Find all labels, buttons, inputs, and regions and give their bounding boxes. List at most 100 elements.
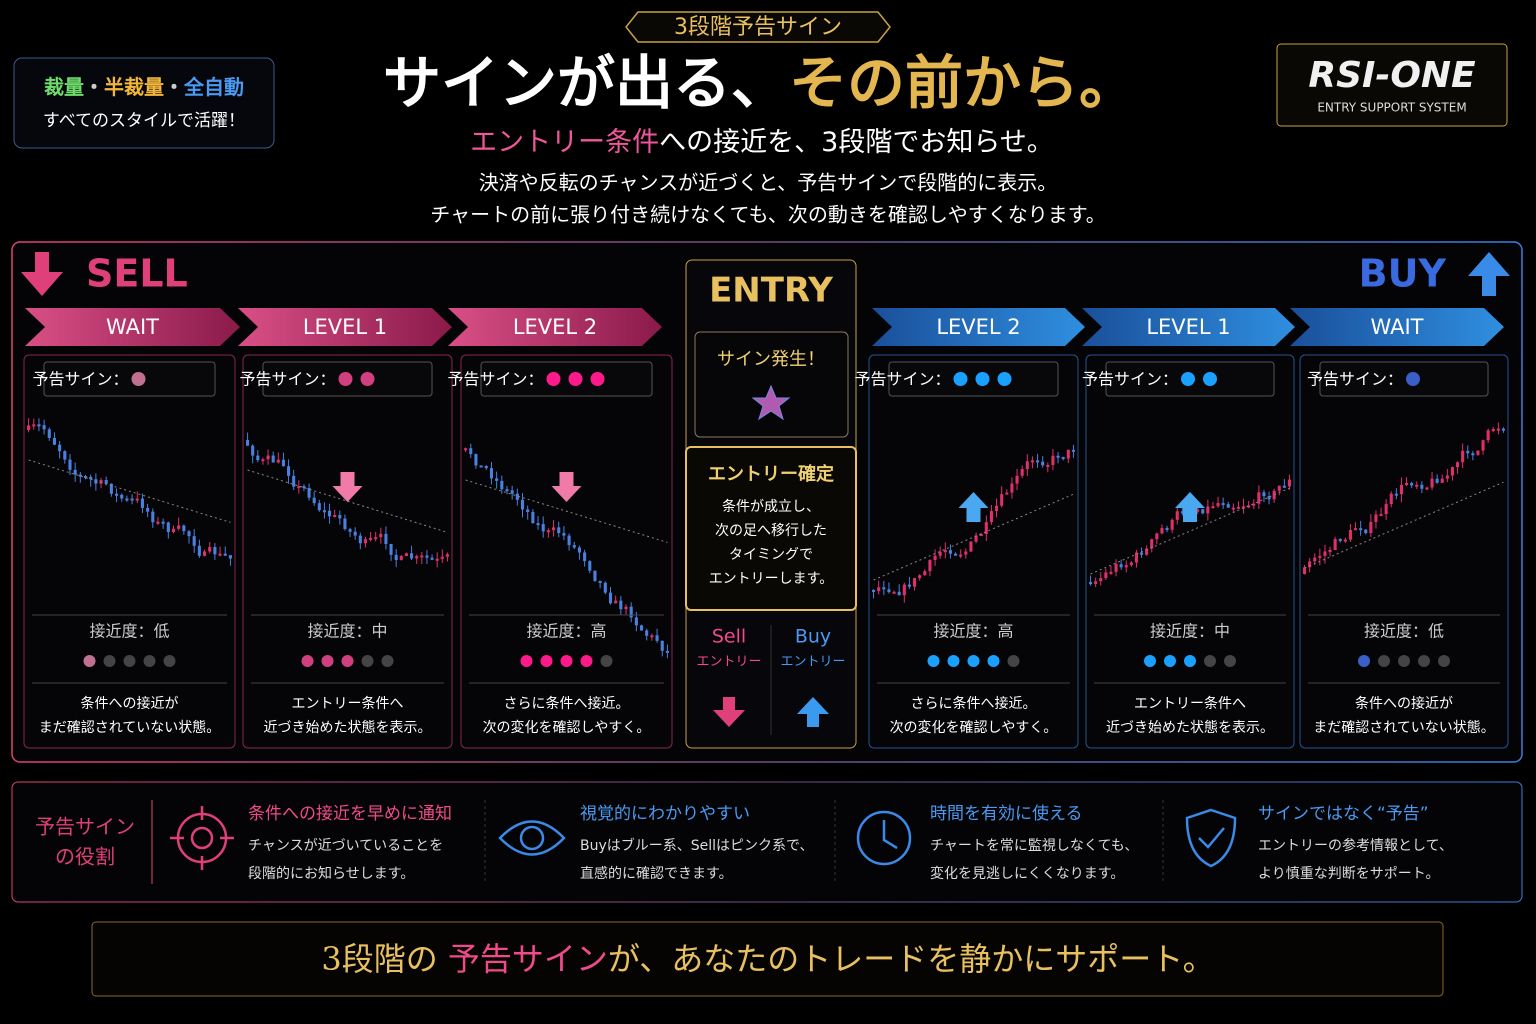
buy-arrow bbox=[1468, 252, 1510, 296]
candle-body bbox=[918, 575, 922, 579]
confirm-line: エントリーします。 bbox=[709, 571, 834, 587]
candle-body bbox=[938, 552, 942, 556]
candle-body bbox=[1226, 504, 1230, 508]
candle-body bbox=[394, 554, 398, 560]
candle-body bbox=[1155, 533, 1159, 540]
candle-body bbox=[37, 424, 41, 427]
candle-body bbox=[223, 553, 227, 556]
candle-body bbox=[877, 587, 881, 592]
candle-body bbox=[445, 554, 449, 557]
stage-panel bbox=[242, 354, 453, 749]
candle-body bbox=[474, 454, 478, 466]
sell-entry-arrow bbox=[713, 697, 745, 727]
roles-frame bbox=[11, 781, 1523, 903]
buy-entry-sub: エントリー bbox=[780, 655, 845, 670]
candle-body bbox=[902, 584, 906, 596]
candle-body bbox=[1399, 484, 1403, 495]
candle-body bbox=[1206, 506, 1210, 514]
style-badge-frame bbox=[13, 57, 275, 149]
candle-body bbox=[1476, 450, 1480, 455]
shield-icon bbox=[1185, 808, 1237, 868]
candle-body bbox=[1071, 449, 1075, 452]
candle-body bbox=[213, 547, 217, 555]
candle-body bbox=[1496, 428, 1500, 431]
subtitle-highlight: エントリー条件 bbox=[470, 127, 659, 158]
candle-body bbox=[120, 494, 124, 499]
candle-body bbox=[1015, 475, 1019, 484]
candle-body bbox=[1165, 528, 1169, 531]
sign-dot bbox=[360, 372, 375, 386]
style: 半裁量 bbox=[104, 75, 164, 99]
stage-arrow bbox=[1175, 492, 1205, 522]
candle-body bbox=[645, 630, 649, 636]
stage-arrow bbox=[958, 492, 989, 522]
candle-body bbox=[287, 466, 291, 476]
candle-body bbox=[1267, 496, 1271, 500]
proximity-dot bbox=[947, 655, 960, 667]
candle-body bbox=[984, 522, 988, 534]
role-text: 直感的に確認できます。 bbox=[580, 865, 733, 882]
candle-body bbox=[577, 547, 581, 553]
candle-body bbox=[1450, 467, 1454, 476]
candle-body bbox=[261, 459, 265, 462]
candle-body bbox=[1196, 509, 1200, 512]
candle-body bbox=[1425, 487, 1429, 490]
candle-body bbox=[1430, 478, 1434, 488]
candle-body bbox=[161, 521, 165, 524]
candle-body bbox=[639, 625, 644, 631]
sell-arrow bbox=[21, 252, 63, 296]
proximity-dot bbox=[520, 655, 533, 667]
sign-dot bbox=[546, 372, 561, 386]
sell-entry-sub: エントリー bbox=[696, 655, 761, 670]
candle-body bbox=[1333, 539, 1337, 550]
role-text: Buyはブルー系、Sellはピンク系で、 bbox=[580, 837, 813, 854]
candle-body bbox=[1440, 478, 1444, 483]
candle-body bbox=[187, 531, 191, 537]
candle-body bbox=[52, 437, 57, 445]
stage-panel bbox=[1299, 354, 1509, 749]
candle-body bbox=[634, 617, 638, 626]
sign-box bbox=[43, 361, 216, 397]
candle-body bbox=[469, 448, 473, 455]
stage-description: 条件への接近が bbox=[81, 695, 179, 712]
candle-body bbox=[83, 476, 88, 479]
candle-body bbox=[440, 556, 444, 559]
candle-body bbox=[1491, 428, 1495, 431]
candle-body bbox=[515, 493, 519, 500]
candle-body bbox=[1348, 530, 1352, 540]
candle-body bbox=[1129, 562, 1133, 566]
candle-body bbox=[1242, 506, 1246, 509]
candle-body bbox=[1323, 551, 1327, 556]
confirm-line: 条件が成立し、 bbox=[722, 498, 820, 515]
candle-body bbox=[943, 550, 947, 553]
proximity-dot bbox=[103, 655, 116, 667]
proximity-dot bbox=[1204, 655, 1216, 667]
footer-highlight: 予告サイン bbox=[448, 940, 608, 978]
candle-body bbox=[251, 445, 255, 456]
candle-body bbox=[479, 465, 483, 468]
candle-body bbox=[369, 537, 373, 540]
candle-body bbox=[1247, 505, 1251, 508]
candle-body bbox=[1124, 565, 1128, 568]
candle-body bbox=[1389, 493, 1393, 505]
candle-body bbox=[348, 529, 352, 532]
candle-body bbox=[1061, 457, 1065, 460]
sell-entry: Sell bbox=[712, 626, 746, 648]
candle-body bbox=[1150, 539, 1154, 549]
proximity-dot bbox=[361, 655, 374, 667]
proximity-dot bbox=[163, 655, 176, 667]
candle-body bbox=[1308, 561, 1312, 568]
stage-chevron bbox=[1082, 308, 1295, 346]
candle-body bbox=[1257, 492, 1261, 504]
title-main: サインが出る、 bbox=[383, 49, 789, 117]
proximity-dot bbox=[123, 655, 136, 667]
proximity-dot bbox=[1164, 655, 1176, 667]
proximity-dot bbox=[1224, 655, 1236, 667]
candle-body bbox=[948, 550, 952, 554]
stage-description: 近づき始めた状態を表示。 bbox=[264, 720, 432, 736]
candle-body bbox=[464, 448, 468, 451]
stage-panel bbox=[23, 354, 236, 749]
sign-label: 予告サイン： bbox=[854, 370, 950, 389]
proximity-label: 接近度：高 bbox=[933, 622, 1013, 641]
